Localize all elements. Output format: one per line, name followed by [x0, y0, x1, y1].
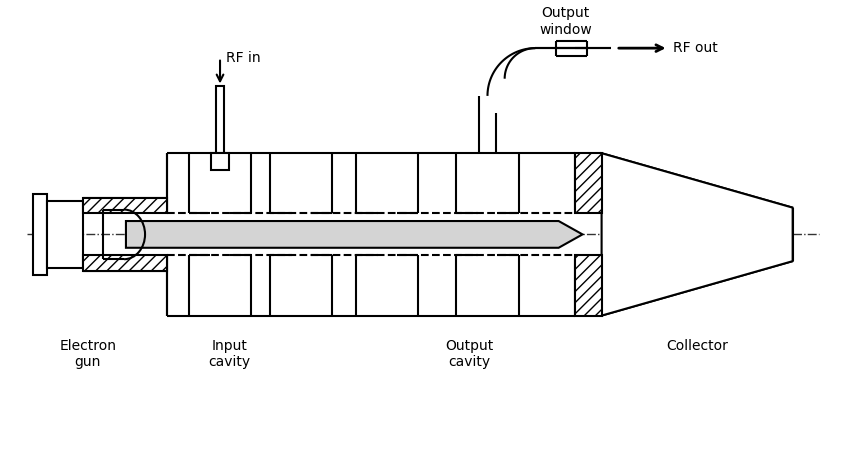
Bar: [575, 153, 602, 213]
Text: RF in: RF in: [226, 51, 261, 64]
Bar: [212, 153, 228, 170]
Text: Input
cavity: Input cavity: [208, 339, 250, 369]
Bar: [83, 256, 167, 271]
Bar: [575, 256, 602, 316]
Text: Output
window: Output window: [539, 6, 591, 37]
Text: Electron
gun: Electron gun: [59, 339, 116, 369]
Text: RF out: RF out: [673, 41, 718, 55]
Polygon shape: [602, 153, 793, 316]
Text: Output
cavity: Output cavity: [446, 339, 494, 369]
Bar: [33, 194, 47, 275]
Bar: [83, 198, 167, 213]
Bar: [47, 201, 83, 268]
Polygon shape: [126, 221, 583, 248]
Text: Collector: Collector: [666, 339, 728, 352]
Bar: [217, 86, 224, 153]
